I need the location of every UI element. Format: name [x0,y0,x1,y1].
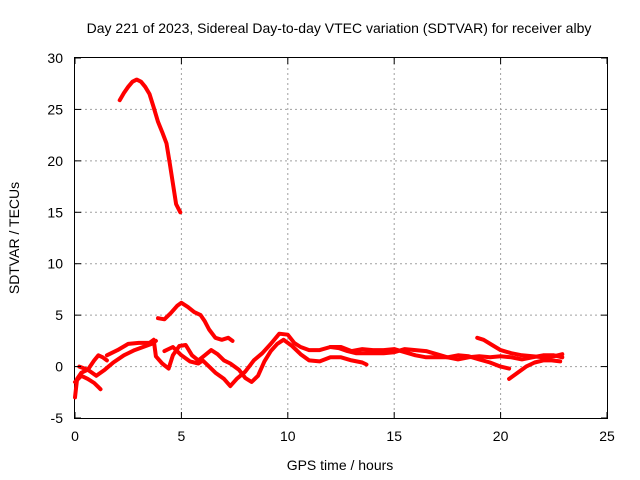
series-layer [73,77,565,400]
series-arc-mid [156,300,235,343]
y-tick-label: 10 [47,256,63,272]
y-tick-label: 30 [47,50,63,66]
y-tick-label: 25 [47,101,63,117]
series-arc-wave [104,337,369,384]
x-tick-label: 0 [71,428,79,444]
tick-layer: 0 5 10 15 20 25 -5 0 5 10 15 20 25 30 [47,50,615,444]
x-tick-label: 20 [493,428,509,444]
y-tick-label: -5 [51,410,64,426]
x-tick-label: 25 [599,428,615,444]
x-tick-label: 15 [386,428,402,444]
x-tick-label: 10 [280,428,296,444]
series-arc-tail [328,345,565,362]
series-arc-left-dip [73,373,103,392]
series-arc-high [117,77,183,215]
series-arc-end [507,358,563,381]
grid-layer [75,58,607,418]
y-tick-label: 0 [55,359,63,375]
y-tick-label: 15 [47,204,63,220]
plot-frame [74,57,608,419]
x-axis-label: GPS time / hours [287,457,394,473]
x-tick-label: 5 [178,428,186,444]
y-axis-label: SDTVAR / TECUs [6,182,22,294]
chart-title: Day 221 of 2023, Sidereal Day-to-day VTE… [87,20,592,36]
y-tick-label: 5 [55,307,63,323]
series-arc-rise [77,338,158,378]
y-tick-label: 20 [47,153,63,169]
series-arc-right [475,335,565,360]
